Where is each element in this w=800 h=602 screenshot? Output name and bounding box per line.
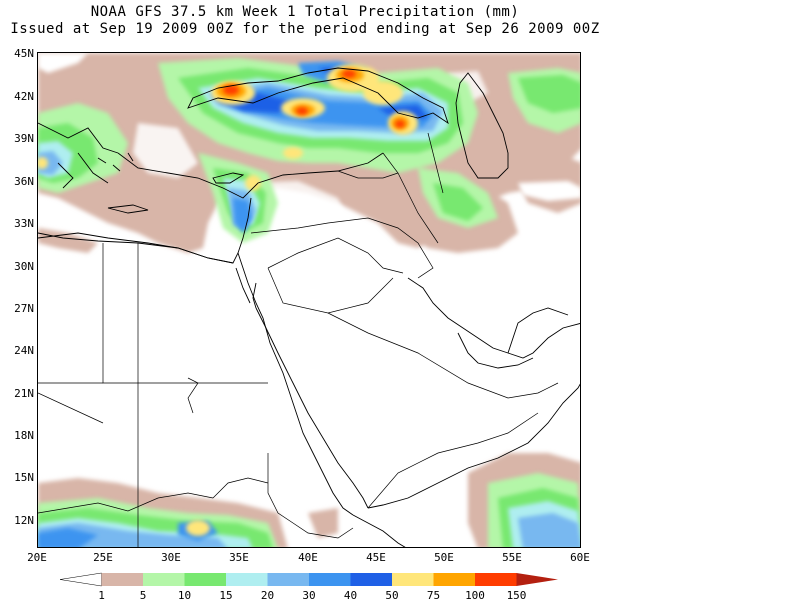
map-subtitle: Issued at Sep 19 2009 00Z for the period… <box>10 21 600 37</box>
colorbar-level-label: 20 <box>260 589 275 602</box>
lon-label-25e: 25E <box>93 551 113 564</box>
colorbar-level-label: 15 <box>219 589 233 602</box>
lat-label-42n: 42N <box>14 90 34 103</box>
map-title: NOAA GFS 37.5 km Week 1 Total Precipitat… <box>90 4 520 20</box>
colorbar-boxes <box>60 572 558 587</box>
lat-label-27n: 27N <box>14 302 34 315</box>
lon-label-35e: 35E <box>229 551 249 564</box>
lon-label-20e: 20E <box>27 551 47 564</box>
colorbar-segment <box>433 573 475 586</box>
lat-label-21n: 21N <box>14 387 34 400</box>
colorbar-segment <box>475 573 517 586</box>
colorbar-segment-above <box>516 573 558 586</box>
lat-label-18n: 18N <box>14 429 34 442</box>
map-canvas <box>38 53 580 547</box>
colorbar-level-label: 75 <box>426 589 441 602</box>
colorbar-segment <box>309 573 351 586</box>
colorbar-level-label: 30 <box>302 589 316 602</box>
lat-label-24n: 24N <box>14 344 34 357</box>
colorbar-level-label: 10 <box>177 589 192 602</box>
colorbar <box>60 572 558 587</box>
lat-label-12n: 12N <box>14 514 34 527</box>
colorbar-segment <box>350 573 392 586</box>
colorbar-segment <box>101 573 143 586</box>
colorbar-segment <box>226 573 268 586</box>
lon-label-30e: 30E <box>161 551 181 564</box>
colorbar-level-label: 100 <box>465 589 485 602</box>
lon-label-45e: 45E <box>366 551 386 564</box>
colorbar-segment-below <box>60 572 102 587</box>
colorbar-level-label: 40 <box>343 589 358 602</box>
lat-label-45n: 45N <box>14 47 34 60</box>
precipitation-map <box>37 52 581 548</box>
lat-label-33n: 33N <box>14 217 34 230</box>
colorbar-level-label: 150 <box>506 589 527 602</box>
lon-label-50e: 50E <box>434 551 454 564</box>
lat-label-39n: 39N <box>14 132 34 145</box>
lon-label-55e: 55E <box>502 551 522 564</box>
colorbar-level-label: 50 <box>385 589 399 602</box>
colorbar-level-label: 1 <box>98 589 105 602</box>
lon-label-40e: 40E <box>298 551 318 564</box>
lat-label-15n: 15N <box>14 471 34 484</box>
colorbar-level-label: 5 <box>139 589 147 602</box>
lon-label-60e: 60E <box>570 551 590 564</box>
colorbar-segment <box>184 573 226 586</box>
colorbar-segment <box>143 573 185 586</box>
lat-label-30n: 30N <box>14 260 34 273</box>
colorbar-segment <box>392 573 434 586</box>
coastlines-borders <box>38 67 580 547</box>
lat-label-36n: 36N <box>14 175 34 188</box>
precip-red-areas <box>223 70 405 128</box>
colorbar-segment <box>267 573 309 586</box>
